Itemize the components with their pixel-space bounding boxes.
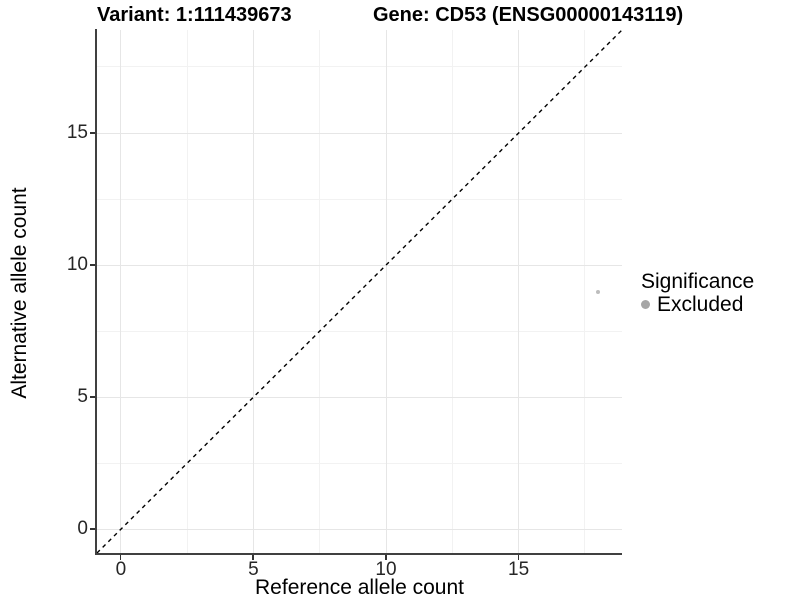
minor-gridline-horizontal xyxy=(97,66,622,68)
major-gridline-vertical xyxy=(518,30,520,553)
y-tick-label: 10 xyxy=(66,254,88,276)
y-tick-mark xyxy=(90,528,95,530)
minor-gridline-horizontal xyxy=(97,330,622,332)
legend-item-excluded: Excluded xyxy=(637,293,754,316)
x-tick-mark xyxy=(385,555,387,560)
legend-title: Significance xyxy=(641,270,755,293)
y-tick-label: 15 xyxy=(66,122,88,143)
x-axis-title: Reference allele count xyxy=(255,576,464,599)
identity-dashed-line xyxy=(97,30,622,553)
gene-title: Gene: CD53 (ENSG00000143119) xyxy=(373,4,684,26)
y-axis-line xyxy=(95,29,97,555)
variant-title: Variant: 1:111439673 xyxy=(97,4,292,26)
plot-panel xyxy=(97,30,622,553)
x-tick-mark xyxy=(119,555,122,560)
x-tick-label: 10 xyxy=(375,559,397,580)
legend-key-point-icon xyxy=(641,300,650,309)
minor-gridline-horizontal xyxy=(97,462,622,464)
major-gridline-horizontal xyxy=(97,132,622,134)
y-axis-title: Alternative allele count xyxy=(8,187,31,399)
minor-gridline-horizontal xyxy=(97,198,622,200)
x-tick-label: 15 xyxy=(508,559,530,580)
major-gridline-horizontal xyxy=(97,396,622,398)
minor-gridline-vertical xyxy=(186,30,188,553)
y-tick-label: 5 xyxy=(77,386,88,408)
minor-gridline-vertical xyxy=(451,30,453,553)
major-gridline-vertical xyxy=(252,30,254,553)
y-tick-mark xyxy=(90,264,95,266)
x-tick-mark xyxy=(517,555,520,560)
y-tick-label: 0 xyxy=(77,518,88,540)
y-tick-mark xyxy=(90,396,95,398)
major-gridline-vertical xyxy=(385,30,387,553)
x-axis-line xyxy=(95,553,622,555)
major-gridline-vertical xyxy=(120,30,122,553)
major-gridline-horizontal xyxy=(97,528,622,530)
y-tick-mark xyxy=(90,132,95,134)
x-tick-mark xyxy=(252,555,254,560)
x-tick-label: 0 xyxy=(115,559,127,580)
minor-gridline-vertical xyxy=(584,30,586,553)
minor-gridline-vertical xyxy=(319,30,321,553)
legend-item-label: Excluded xyxy=(657,293,744,316)
data-point xyxy=(596,289,601,294)
major-gridline-horizontal xyxy=(97,264,622,266)
legend: Significance Excluded xyxy=(637,270,754,316)
x-tick-label: 5 xyxy=(248,559,259,580)
